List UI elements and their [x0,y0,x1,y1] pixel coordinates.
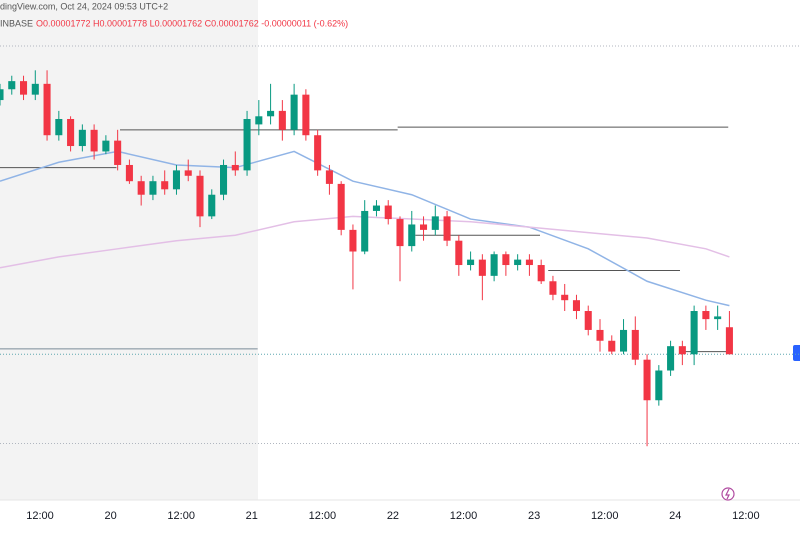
candle-body [525,259,533,266]
candle-body [67,118,75,147]
candle-body [361,210,369,252]
moving-average [0,150,730,307]
candle-body [20,81,28,95]
candle-body [396,219,404,247]
candle-body [714,316,722,320]
candle-body [537,265,545,282]
candle-body [78,129,86,147]
ohlc-text: O0.00001772 H0.00001778 L0.00001762 C0.0… [36,18,348,28]
candle-body [184,170,192,176]
candle-body [408,224,416,247]
candle-body [278,110,286,130]
x-tick-label: 12:00 [591,510,619,522]
candle-body [690,311,698,355]
candle-body [478,259,486,276]
candle-body [502,254,510,266]
candle-body [102,140,110,152]
candle-body [0,89,4,101]
candle-body [443,216,451,241]
candle-body [196,175,204,217]
candle-body [255,116,263,125]
price-tag [793,345,800,361]
candle-body [572,300,580,312]
candle-body [314,135,322,171]
candle-body [172,170,180,190]
candle-body [561,294,569,301]
source-text: dingView.com, Oct 24, 2024 09:53 UTC+2 [0,1,168,11]
x-tick-label: 12:00 [167,510,195,522]
candle-body [596,329,604,341]
x-tick-label: 21 [246,510,258,522]
event-icon-bolt [725,488,730,500]
x-tick-label: 20 [104,510,116,522]
candle-body [490,254,498,276]
symbol-text: INBASE [0,18,33,28]
candle-body [384,205,392,220]
candle-body [584,311,592,330]
candle-body [514,259,522,266]
candle-body [161,181,169,190]
moving-average [0,215,730,269]
candle-body [149,181,157,195]
candle-body [349,229,357,252]
event-icon[interactable] [721,487,735,501]
candle-body [43,83,51,136]
candle-body [337,183,345,230]
candle-body [372,205,380,211]
candle-body [31,83,39,95]
candle-body [55,118,63,136]
session-shade [0,0,258,500]
candle-body [137,181,145,195]
candle-body [302,94,310,136]
x-tick-label: 12:00 [26,510,54,522]
candle-body [243,118,251,171]
candle-body [231,164,239,171]
candle-body [631,329,639,360]
candle-body [702,311,710,320]
candle-body [125,164,133,182]
x-tick-label: 12:00 [732,510,760,522]
candle-body [667,346,675,371]
candle-body [549,281,557,295]
x-tick-label: 22 [387,510,399,522]
candle-body [655,370,663,401]
candle-body [8,81,16,90]
candle-body [290,94,298,130]
x-tick-label: 12:00 [450,510,478,522]
candle-body [620,329,628,352]
candle-body [114,140,122,165]
x-tick-label: 23 [528,510,540,522]
candle-body [420,224,428,230]
x-tick-label: 24 [669,510,681,522]
candle-body [467,259,475,266]
x-tick-label: 12:00 [309,510,337,522]
candle-body [678,346,686,355]
candle-body [608,340,616,352]
candle-body [267,110,275,117]
candle-body [643,359,651,401]
candle-body [208,194,216,217]
candle-body [220,164,228,195]
candle-body [431,216,439,230]
candle-body [90,129,98,152]
candle-body [455,240,463,266]
candle-body [725,327,733,355]
candle-body [325,170,333,184]
